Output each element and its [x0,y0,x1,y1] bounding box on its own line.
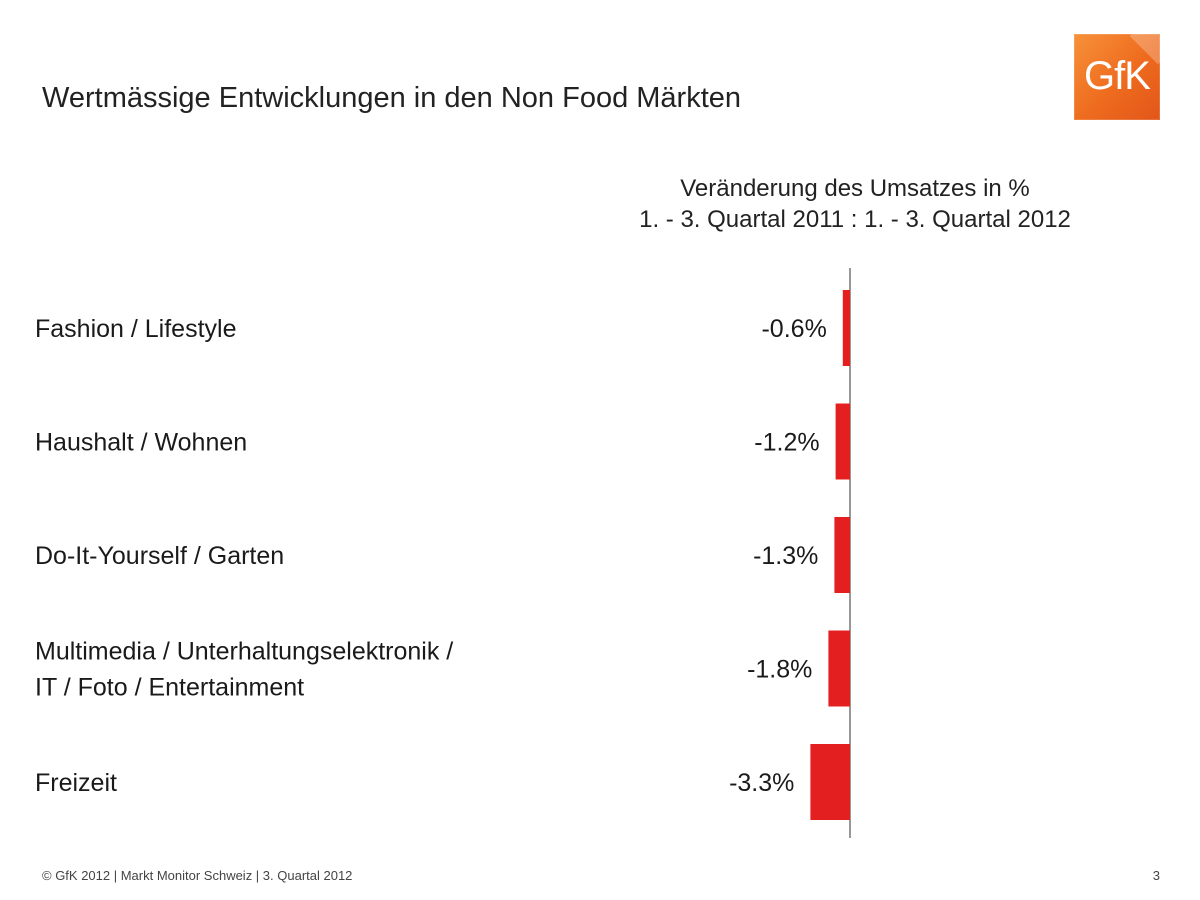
category-label-line: Multimedia / Unterhaltungselektronik / [35,638,453,666]
data-label-3: -1.3% [753,542,818,570]
bar-1 [842,290,850,366]
chart-header: Veränderung des Umsatzes in % 1. - 3. Qu… [600,173,1110,235]
category-label-line: Fashion / Lifestyle [35,315,237,343]
category-label-line: Haushalt / Wohnen [35,429,247,457]
category-label-line: IT / Foto / Entertainment [35,674,304,702]
category-label-line: Do-It-Yourself / Garten [35,542,284,570]
category-label-3: Do-It-Yourself / Garten [35,542,284,570]
bar-2 [835,403,850,480]
data-label-4: -1.8% [747,656,812,684]
page-number: 3 [1152,868,1160,883]
chart-title: Veränderung des Umsatzes in % [680,175,1030,202]
data-label-1: -0.6% [761,315,826,343]
category-label-1: Fashion / Lifestyle [35,315,237,343]
category-label-4: Multimedia / Unterhaltungselektronik / IT… [35,638,453,702]
category-label-2: Haushalt / Wohnen [35,429,247,457]
chart-subtitle: 1. - 3. Quartal 2011 : 1. - 3. Quartal 2… [639,206,1071,233]
data-label-5: -3.3% [729,769,794,797]
bar-3 [834,517,850,593]
bar-4 [828,630,850,707]
bar-5 [810,744,850,820]
data-label-2: -1.2% [754,429,819,457]
slide-title: Wertmässige Entwicklungen in den Non Foo… [42,82,742,114]
gfk-logo-text: GfK [1084,54,1151,98]
gfk-logo: GfK [1074,34,1160,120]
category-label-5: Freizeit [35,769,117,797]
category-label-line: Freizeit [35,769,117,797]
footer-copyright: © GfK 2012 | Markt Monitor Schweiz | 3. … [42,868,353,883]
